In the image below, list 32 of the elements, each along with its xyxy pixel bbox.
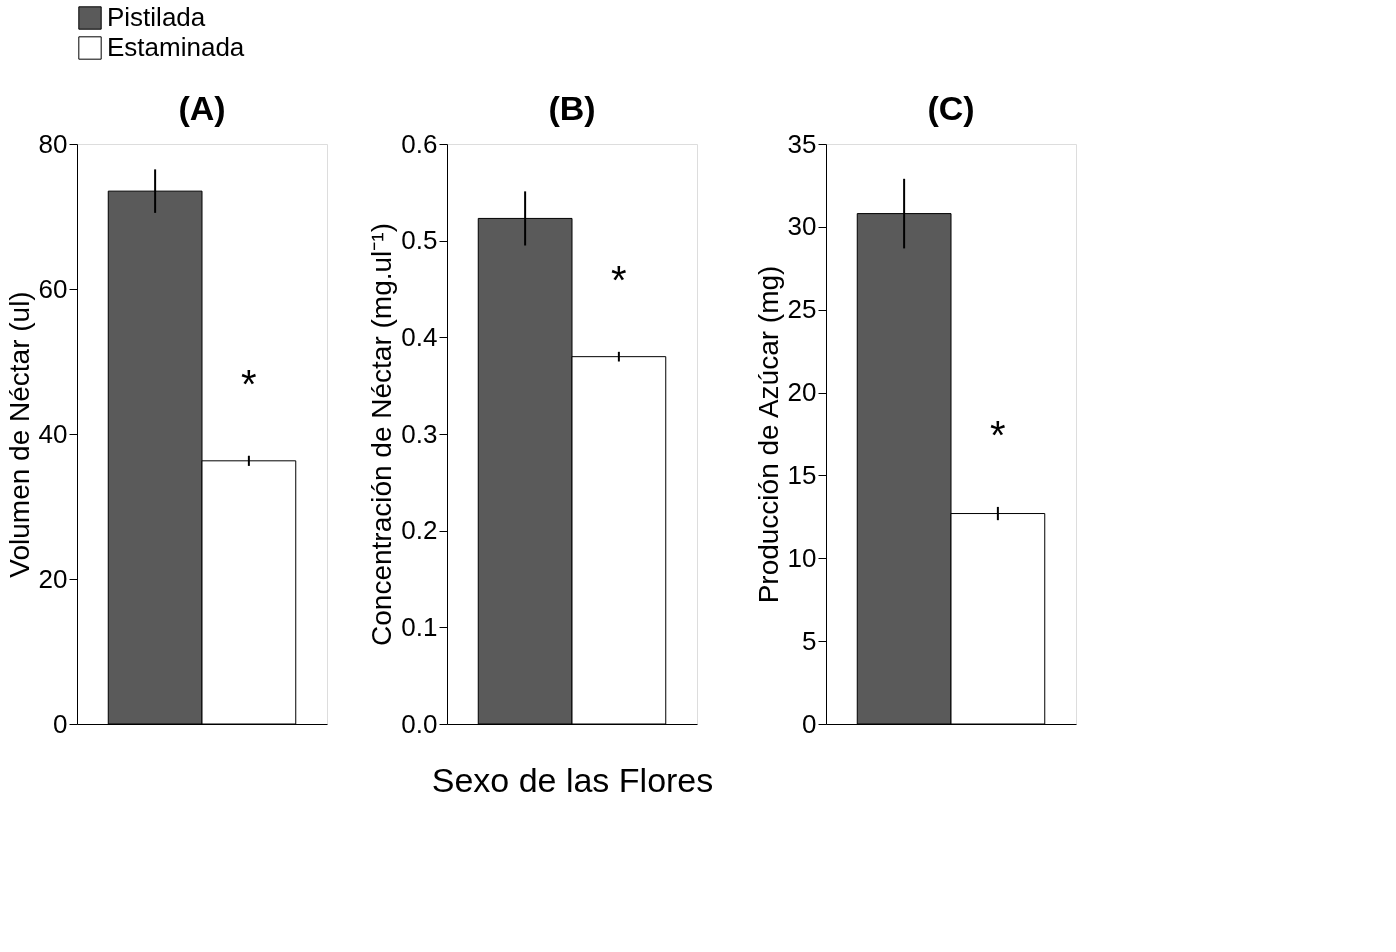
y-tick-label: 0.2 — [401, 515, 438, 546]
y-tick-label: 0 — [53, 708, 68, 739]
y-tick-label: 40 — [38, 418, 68, 449]
y-tick-label: 0.1 — [401, 611, 438, 642]
y-tick-label: 10 — [787, 542, 817, 573]
y-tick-label: 15 — [787, 459, 817, 490]
y-axis-title: Volumen de Néctar (ul) — [3, 291, 35, 578]
annotation: * — [990, 412, 1006, 457]
y-tick-label: 0.5 — [401, 225, 438, 256]
y-tick-label: 0 — [802, 708, 817, 739]
y-tick-label: 5 — [802, 625, 817, 656]
y-tick-label: 80 — [38, 128, 68, 159]
chart-title: (B) — [548, 89, 596, 127]
annotation: * — [241, 361, 257, 406]
y-tick-label: 0.4 — [401, 321, 438, 352]
y-tick-label: 25 — [787, 294, 817, 325]
y-tick-label: 20 — [38, 563, 68, 594]
y-tick-label: 0.3 — [401, 418, 438, 449]
y-tick-label: 30 — [787, 211, 817, 242]
chart-title: (A) — [178, 89, 226, 127]
annotation: * — [611, 257, 627, 302]
y-tick-label: 60 — [38, 273, 68, 304]
y-tick-label: 0.0 — [401, 708, 438, 739]
y-tick-label: 20 — [787, 377, 817, 408]
y-tick-label: 0.6 — [401, 128, 438, 159]
y-axis-title: Producción de Azúcar (mg) — [752, 265, 784, 604]
x-axis-title: Sexo de las Flores — [431, 760, 714, 799]
legend-label: Estaminada — [107, 32, 245, 62]
legend-label: Pistilada — [107, 2, 206, 32]
chart-title: (C) — [927, 89, 975, 127]
y-tick-label: 35 — [787, 128, 817, 159]
y-axis-title: Concentración de Néctar (mg.ul⁻¹) — [366, 223, 398, 646]
